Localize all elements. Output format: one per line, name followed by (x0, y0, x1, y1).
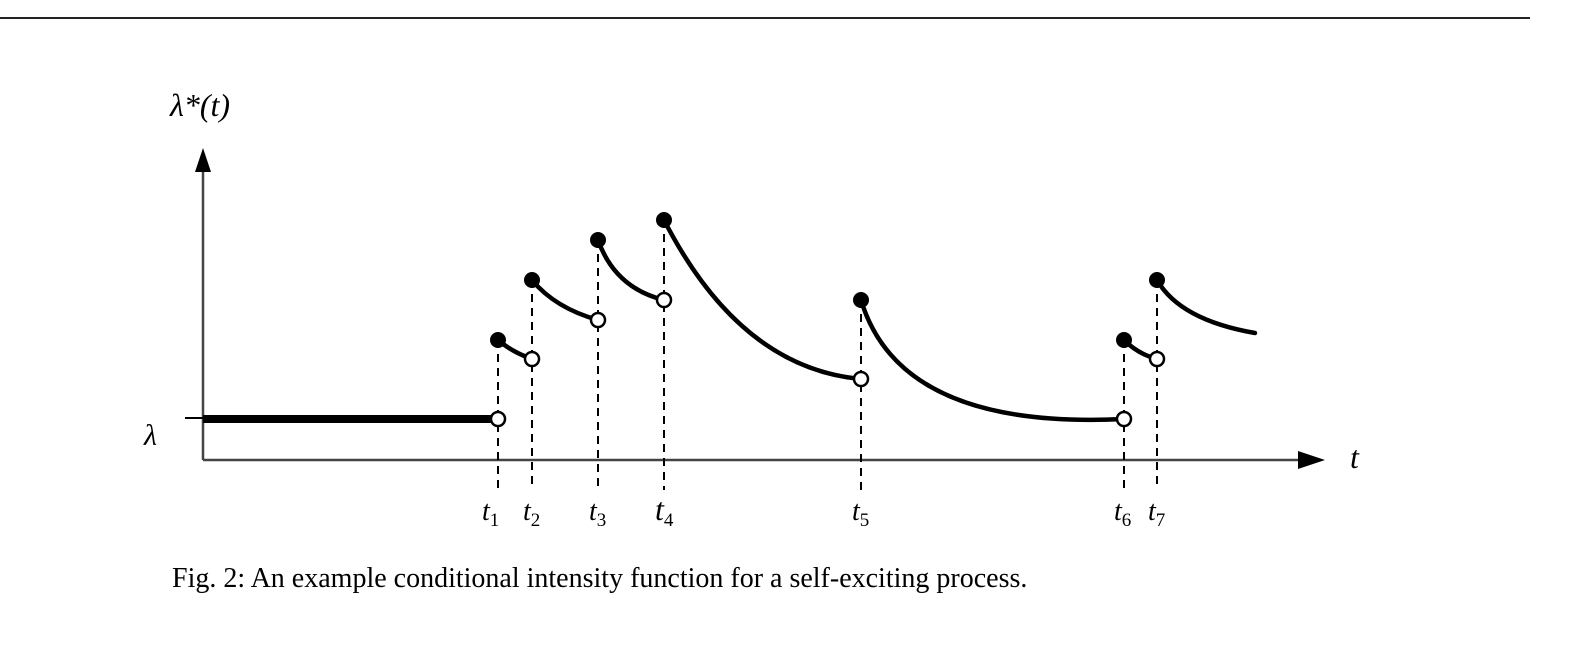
decay-curve-7 (1154, 277, 1258, 336)
event-label-t4: t4 (655, 491, 674, 531)
event-label-t6: t6 (1114, 496, 1131, 531)
decay-curve-5 (858, 297, 1127, 423)
open-marker-t7 (1148, 350, 1166, 368)
filled-marker-t7 (1149, 272, 1165, 288)
open-marker-t6 (1115, 410, 1133, 428)
baseline-label: λ (143, 419, 157, 452)
open-markers (489, 291, 1166, 428)
event-label-t7: t7 (1148, 496, 1165, 531)
figure-caption: Fig. 2: An example conditional intensity… (172, 563, 1028, 594)
intensity-curves (495, 217, 1258, 423)
open-marker-t2 (523, 350, 541, 368)
y-axis-arrow (195, 148, 211, 172)
event-label-t3: t3 (589, 496, 606, 531)
open-marker-t4 (655, 291, 673, 309)
open-marker-t1 (489, 410, 507, 428)
event-time-labels: t1 t2 t3 t4 t5 t6 t7 (482, 491, 1165, 531)
decay-curve-3 (595, 237, 667, 303)
decay-curve-4 (661, 217, 864, 382)
x-axis-arrow (1298, 451, 1325, 469)
event-label-t2: t2 (523, 496, 540, 531)
filled-marker-t4 (656, 212, 672, 228)
filled-marker-t5 (853, 292, 869, 308)
decay-curve-2 (529, 277, 601, 323)
event-label-t1: t1 (482, 496, 499, 531)
filled-marker-t6 (1116, 332, 1132, 348)
open-marker-t5 (852, 370, 870, 388)
event-label-t5: t5 (852, 496, 869, 531)
y-axis-label: λ*(t) (169, 87, 230, 123)
filled-markers (490, 212, 1165, 348)
event-dashed-lines (497, 220, 1158, 490)
filled-marker-t3 (590, 232, 606, 248)
intensity-diagram: λ*(t) t λ (143, 87, 1360, 531)
filled-marker-t1 (490, 332, 506, 348)
filled-marker-t2 (524, 272, 540, 288)
open-marker-t3 (589, 311, 607, 329)
x-axis-label: t (1350, 439, 1360, 475)
top-rule (0, 17, 1530, 19)
